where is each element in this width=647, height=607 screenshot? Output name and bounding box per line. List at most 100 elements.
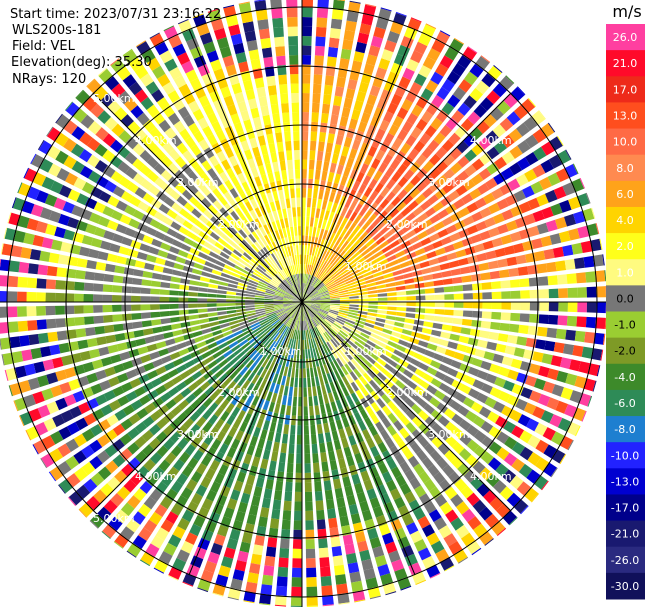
- velocity-gate: [285, 481, 293, 492]
- velocity-gate: [417, 436, 430, 448]
- velocity-gate: [272, 161, 280, 172]
- velocity-gate: [268, 361, 275, 372]
- velocity-gate: [290, 245, 294, 256]
- velocity-gate: [55, 397, 68, 411]
- velocity-gate: [269, 518, 280, 529]
- velocity-gate: [266, 133, 275, 144]
- velocity-gate: [224, 229, 234, 239]
- velocity-gate: [302, 283, 304, 293]
- velocity-gate: [450, 268, 462, 276]
- velocity-gate: [587, 363, 600, 377]
- velocity-gate: [299, 283, 301, 293]
- velocity-gate: [48, 471, 57, 482]
- velocity-gate: [114, 470, 128, 484]
- velocity-gate: [240, 215, 249, 226]
- velocity-gate: [284, 293, 294, 299]
- colorbar-tick-label: 8.0: [616, 162, 634, 175]
- velocity-gate: [286, 472, 294, 483]
- velocity-gate: [302, 7, 313, 18]
- velocity-gate: [326, 499, 335, 510]
- velocity-gate: [271, 319, 280, 326]
- velocity-gate: [189, 423, 201, 435]
- velocity-gate: [319, 180, 326, 191]
- velocity-gate: [591, 207, 596, 219]
- colorbar-tick-label: -26.0: [611, 554, 639, 567]
- velocity-gate: [201, 328, 212, 335]
- velocity-gate: [390, 224, 401, 234]
- velocity-gate: [139, 149, 152, 163]
- velocity-gate: [586, 302, 597, 313]
- velocity-gate: [401, 223, 413, 234]
- velocity-gate: [450, 517, 464, 531]
- velocity-gate: [146, 104, 160, 118]
- velocity-gate: [294, 264, 298, 275]
- velocity-gate: [340, 48, 352, 60]
- velocity-gate: [190, 471, 203, 483]
- velocity-gate: [310, 305, 320, 310]
- velocity-gate: [444, 449, 457, 463]
- velocity-gate: [484, 396, 497, 409]
- velocity-gate: [480, 421, 494, 434]
- velocity-gate: [545, 189, 558, 203]
- velocity-gate: [258, 318, 269, 324]
- velocity-gate: [20, 247, 32, 259]
- velocity-gate: [309, 245, 313, 256]
- velocity-gate: [387, 358, 398, 368]
- velocity-gate: [321, 103, 331, 114]
- velocity-gate: [189, 320, 200, 326]
- velocity-gate: [336, 164, 344, 175]
- velocity-gate: [262, 400, 270, 411]
- velocity-gate: [274, 306, 284, 310]
- colorbar-tick-label: 17.0: [613, 83, 638, 96]
- velocity-gate: [302, 358, 306, 369]
- velocity-gate: [560, 387, 574, 400]
- velocity-gate: [314, 268, 321, 278]
- velocity-gate: [337, 331, 347, 340]
- velocity-gate: [369, 228, 379, 238]
- velocity-gate: [114, 533, 129, 548]
- velocity-gate: [445, 203, 457, 215]
- velocity-gate: [510, 358, 523, 369]
- velocity-gate: [542, 381, 555, 394]
- velocity-gate: [416, 181, 428, 193]
- velocity-gate: [457, 170, 470, 183]
- velocity-gate: [345, 208, 353, 219]
- velocity-gate: [250, 258, 259, 267]
- velocity-gate: [316, 366, 322, 377]
- velocity-gate: [104, 366, 116, 377]
- velocity-gate: [199, 318, 210, 324]
- velocity-gate: [321, 170, 328, 181]
- velocity-gate: [375, 17, 389, 30]
- velocity-gate: [83, 282, 94, 292]
- ppi-velocity-scan: 1.00km 1.00km 1.00km 2.00km 2.00km 2.00k…: [0, 0, 606, 607]
- velocity-gate: [218, 342, 228, 350]
- velocity-gate: [311, 303, 321, 306]
- velocity-gate: [356, 338, 366, 346]
- velocity-gate: [289, 319, 295, 328]
- velocity-gate: [259, 507, 270, 518]
- velocity-gate: [581, 410, 587, 422]
- velocity-gate: [321, 249, 328, 260]
- velocity-gate: [163, 380, 175, 390]
- velocity-gate: [304, 339, 307, 350]
- velocity-gate: [467, 46, 478, 54]
- velocity-gate: [295, 472, 302, 483]
- velocity-gate: [178, 451, 191, 464]
- velocity-gate: [184, 444, 196, 456]
- velocity-gate: [338, 428, 346, 439]
- velocity-gate: [482, 240, 494, 250]
- velocity-gate: [401, 266, 412, 274]
- velocity-gate: [298, 311, 301, 321]
- velocity-gate: [406, 296, 416, 301]
- velocity-gate: [288, 386, 294, 397]
- velocity-gate: [121, 190, 133, 203]
- velocity-gate: [553, 186, 567, 200]
- velocity-gate: [291, 197, 296, 208]
- velocity-gate: [348, 189, 357, 200]
- velocity-gate: [292, 299, 302, 302]
- velocity-gate: [287, 308, 295, 315]
- velocity-gate: [313, 179, 320, 190]
- velocity-gate: [447, 367, 459, 378]
- velocity-gate: [359, 500, 370, 513]
- velocity-gate: [363, 4, 377, 17]
